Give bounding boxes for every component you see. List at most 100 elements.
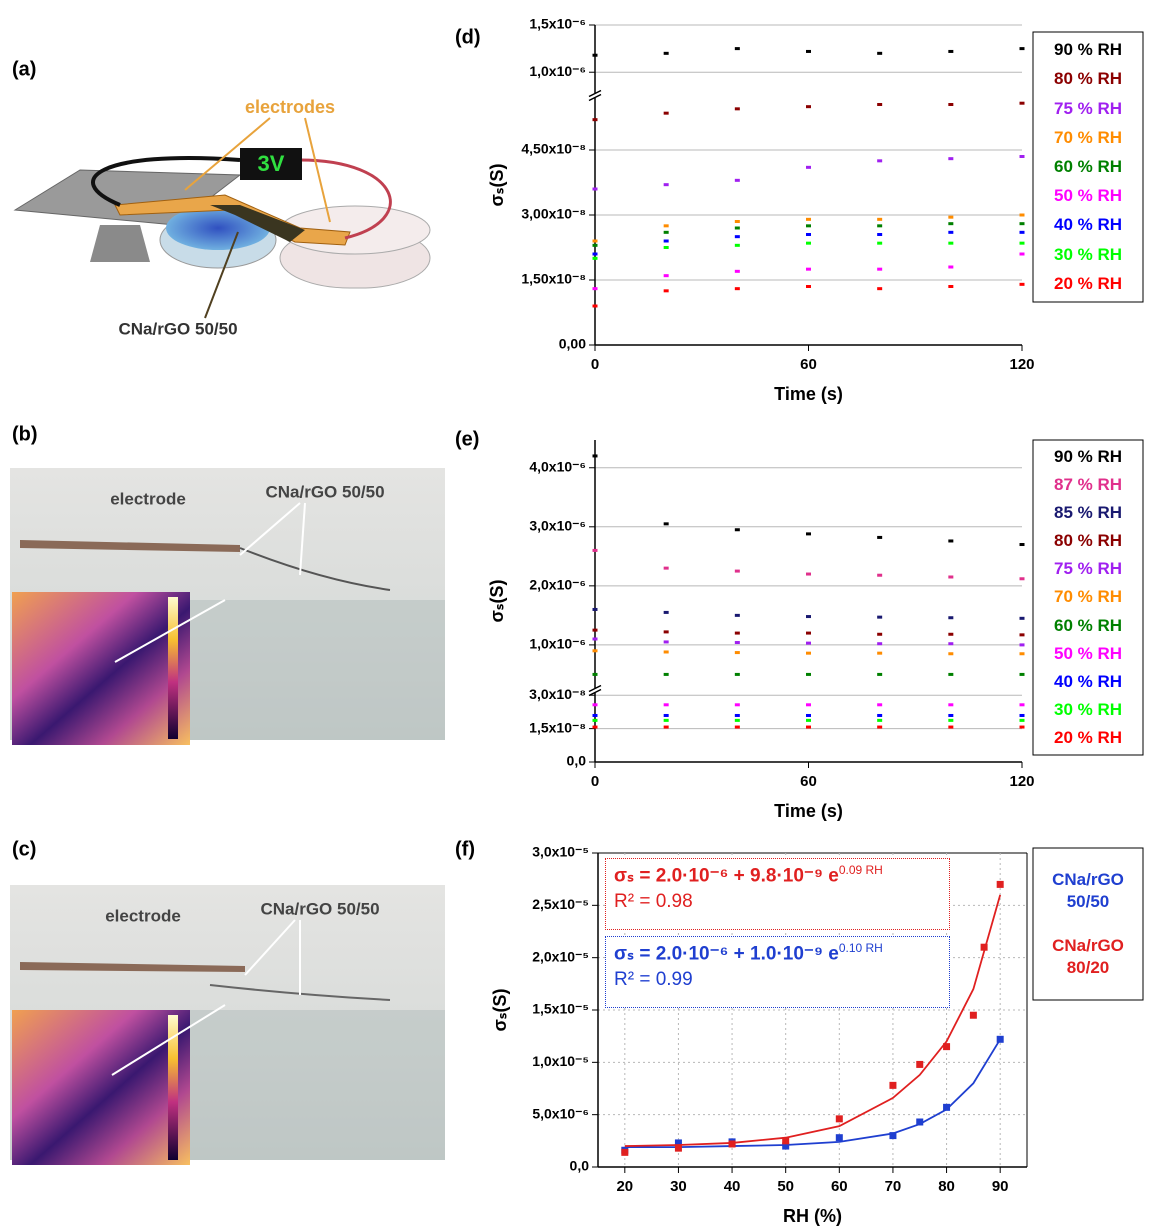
beaker <box>190 600 445 740</box>
point <box>948 633 953 636</box>
legend-entry: 20 % RH <box>1033 273 1143 295</box>
point <box>593 118 598 121</box>
point <box>1020 214 1025 217</box>
point <box>664 630 669 633</box>
x-tick-label: 120 <box>1009 356 1034 373</box>
y-tick-label: 0,00 <box>559 336 586 352</box>
y-tick-label: 3,0x10⁻⁶ <box>529 518 586 534</box>
point <box>806 632 811 635</box>
point <box>806 50 811 53</box>
point <box>948 539 953 542</box>
point <box>735 179 740 182</box>
point <box>664 567 669 570</box>
point <box>806 573 811 576</box>
point <box>889 1132 896 1139</box>
legend-entry: 70 % RH <box>1033 127 1143 149</box>
point <box>997 1036 1004 1043</box>
equation-text: σₛ = 2.0·10⁻⁶ + 1.0·10⁻⁹ e <box>614 943 839 964</box>
point <box>735 641 740 644</box>
point <box>806 642 811 645</box>
y-tick-label: 1,0x10⁻⁶ <box>529 636 586 652</box>
y-axis-label: σₛ(S) <box>487 579 507 622</box>
point <box>948 103 953 106</box>
y-tick-label: 1,50x10⁻⁸ <box>521 271 586 287</box>
point <box>806 673 811 676</box>
point <box>877 52 882 55</box>
equation: σₛ = 2.0·10⁻⁶ + 9.8·10⁻⁹ e0.09 RH <box>614 863 941 887</box>
electrodes-label: electrodes <box>245 97 335 117</box>
point <box>664 673 669 676</box>
point <box>675 1145 682 1152</box>
point <box>916 1118 923 1125</box>
point <box>782 1137 789 1144</box>
legend-entry: 20 % RH <box>1033 727 1143 749</box>
point <box>970 1012 977 1019</box>
legend-entry: 60 % RH <box>1033 156 1143 178</box>
point <box>735 703 740 706</box>
point <box>877 287 882 290</box>
point <box>664 224 669 227</box>
legend-entry: 87 % RH <box>1033 474 1143 496</box>
panel-label: (a) <box>12 58 36 80</box>
x-tick-label: 40 <box>724 1178 741 1195</box>
point <box>1020 283 1025 286</box>
point <box>735 235 740 238</box>
legend: 90 % RH80 % RH75 % RH70 % RH60 % RH50 % … <box>1033 32 1143 302</box>
point <box>877 719 882 722</box>
legend-entry: 50 % RH <box>1033 185 1143 207</box>
figure: (a) 3V electrodes CNa/rGO 50/50 (b) elec… <box>0 0 1149 1232</box>
point <box>1020 47 1025 50</box>
point <box>948 575 953 578</box>
chart: 0,001,50x10⁻⁸3,00x10⁻⁸4,50x10⁻⁸1,0x10⁻⁶1… <box>455 16 1143 404</box>
point <box>1020 714 1025 717</box>
point <box>664 183 669 186</box>
point <box>593 549 598 552</box>
point <box>1020 242 1025 245</box>
arrow <box>305 118 330 222</box>
x-axis-label: Time (s) <box>774 801 843 821</box>
legend-entry: 40 % RH <box>1033 214 1143 236</box>
point <box>877 616 882 619</box>
point <box>664 246 669 249</box>
x-tick-label: 60 <box>831 1178 848 1195</box>
point <box>664 719 669 722</box>
y-axis-label: σₛ(S) <box>487 163 507 206</box>
point <box>593 240 598 243</box>
point <box>1020 543 1025 546</box>
point <box>664 231 669 234</box>
legend-entry: CNa/rGO 80/20 <box>1033 935 1143 979</box>
color-bar <box>168 597 178 739</box>
x-tick-label: 60 <box>800 773 817 790</box>
point <box>877 726 882 729</box>
voltage: 3V <box>258 151 285 176</box>
panel-label: (c) <box>12 838 36 860</box>
point <box>593 188 598 191</box>
point <box>593 703 598 706</box>
point <box>1020 222 1025 225</box>
sample-label: CNa/rGO 50/50 <box>118 319 237 338</box>
panel-label: (f) <box>455 838 475 860</box>
point <box>806 268 811 271</box>
y-tick-label: 1,5x10⁻⁸ <box>529 719 586 735</box>
sample-label: CNa/rGO 50/50 <box>265 482 384 501</box>
panel-label: (e) <box>455 428 479 450</box>
point <box>593 719 598 722</box>
equation-box: σₛ = 2.0·10⁻⁶ + 9.8·10⁻⁹ e0.09 RHR² = 0.… <box>605 858 950 930</box>
point <box>1020 577 1025 580</box>
point <box>735 673 740 676</box>
legend-entry: CNa/rGO 50/50 <box>1033 869 1143 913</box>
point <box>593 454 598 457</box>
point <box>593 608 598 611</box>
chart: 0,01,5x10⁻⁸3,0x10⁻⁸1,0x10⁻⁶2,0x10⁻⁶3,0x1… <box>455 428 1143 820</box>
legend-entry: 30 % RH <box>1033 699 1143 721</box>
legend-entry: 50 % RH <box>1033 643 1143 665</box>
point <box>836 1115 843 1122</box>
point <box>735 287 740 290</box>
point <box>735 714 740 717</box>
annotation: σₛ = 2.0·10⁻⁶ + 1.0·10⁻⁹ e0.10 RHR² = 0.… <box>605 936 950 1008</box>
point <box>948 616 953 619</box>
x-tick-label: 120 <box>1009 773 1034 790</box>
y-tick-label: 1,0x10⁻⁶ <box>529 63 586 79</box>
point <box>1020 617 1025 620</box>
y-tick-label: 2,0x10⁻⁵ <box>532 948 589 964</box>
